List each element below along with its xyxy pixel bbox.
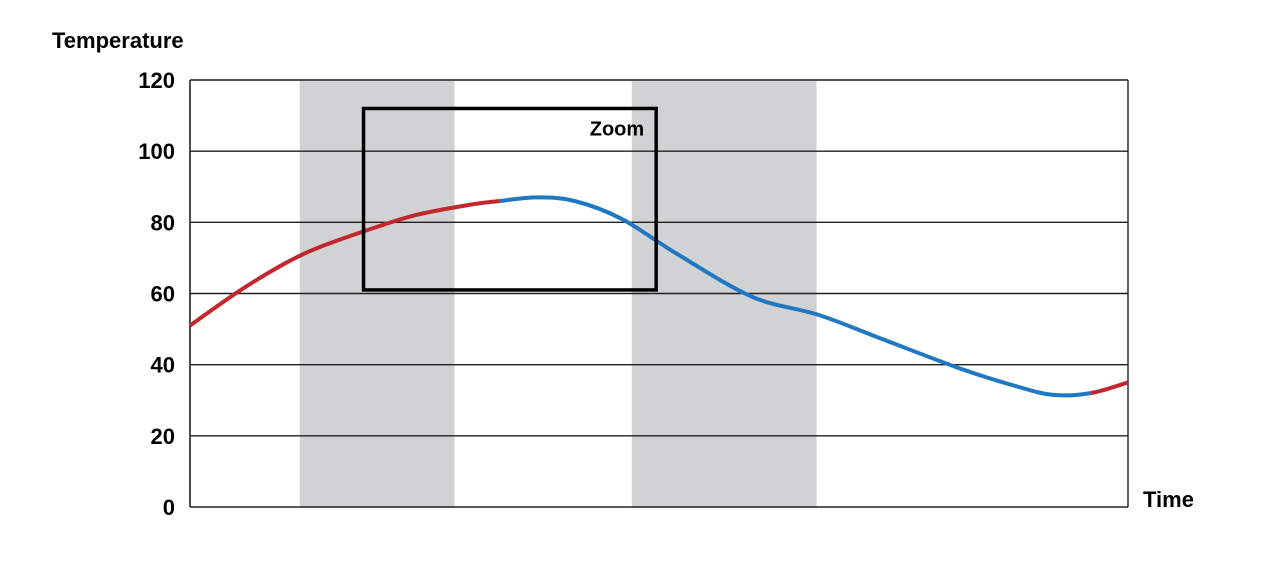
zoom-box[interactable]: Zoom — [361, 106, 658, 292]
temperature-line — [188, 195, 1129, 398]
y-tick-label-40: 40 — [151, 353, 175, 378]
y-axis-title: Temperature — [52, 28, 184, 53]
y-tick-label-0: 0 — [163, 495, 175, 520]
line-segment-3 — [1090, 380, 1129, 396]
zoom-rectangle[interactable] — [361, 106, 658, 292]
line-segment-2 — [499, 195, 1091, 398]
x-axis-title: Time — [1143, 487, 1194, 512]
y-tick-labels: 0 20 40 60 80 100 120 — [138, 68, 175, 520]
y-tick-label-120: 120 — [138, 68, 175, 93]
line-segment-1 — [188, 199, 500, 328]
y-tick-label-80: 80 — [151, 210, 175, 235]
y-tick-label-20: 20 — [151, 424, 175, 449]
zoom-label: Zoom — [590, 118, 644, 140]
y-tick-label-60: 60 — [151, 282, 175, 307]
y-tick-label-100: 100 — [138, 139, 175, 164]
gridlines — [190, 79, 1128, 437]
axes — [189, 80, 1129, 508]
